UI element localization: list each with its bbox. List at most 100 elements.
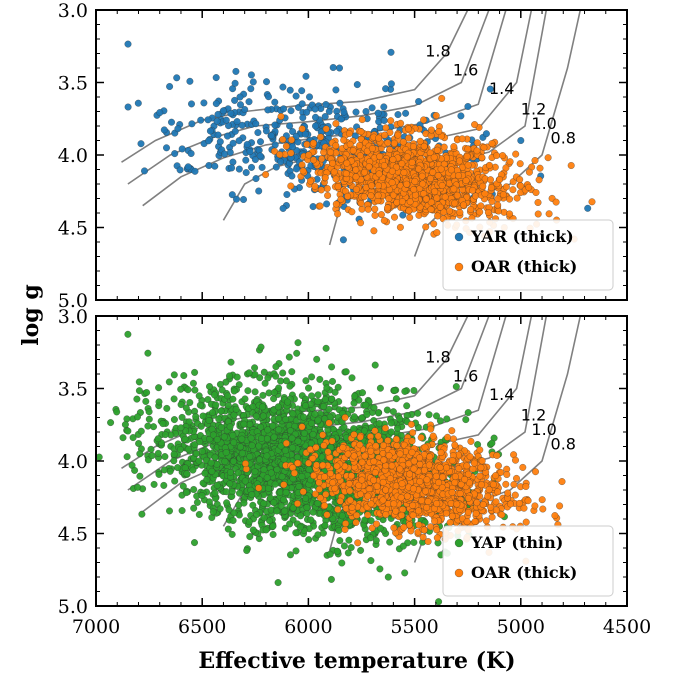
- data-point: [403, 402, 411, 410]
- data-point: [289, 143, 296, 151]
- data-point: [443, 415, 451, 423]
- data-point: [289, 128, 297, 136]
- data-point: [374, 182, 382, 190]
- data-point: [303, 504, 311, 511]
- data-point: [280, 105, 288, 113]
- data-point: [370, 404, 378, 412]
- data-point: [383, 406, 391, 414]
- data-point: [362, 401, 370, 409]
- data-point: [216, 138, 224, 146]
- data-point: [166, 507, 173, 515]
- data-point: [358, 116, 366, 124]
- data-point: [174, 464, 182, 472]
- data-point: [397, 119, 405, 127]
- data-point: [159, 420, 167, 428]
- data-point: [245, 98, 253, 106]
- data-point: [364, 205, 372, 213]
- data-point: [437, 165, 445, 173]
- data-point: [256, 152, 264, 160]
- data-point: [229, 158, 237, 166]
- data-point: [506, 210, 514, 218]
- data-point: [536, 164, 544, 172]
- data-point: [271, 121, 279, 129]
- data-point: [233, 373, 241, 381]
- data-point: [191, 386, 199, 394]
- data-point: [201, 469, 209, 477]
- data-point: [240, 196, 247, 203]
- data-point: [287, 427, 294, 435]
- data-point: [323, 384, 331, 392]
- data-point: [440, 143, 448, 151]
- data-point: [170, 416, 178, 424]
- data-point: [281, 447, 289, 455]
- data-point: [321, 521, 329, 529]
- data-point: [456, 157, 463, 165]
- data-point: [502, 183, 510, 191]
- data-point: [358, 205, 366, 213]
- data-point: [450, 143, 458, 151]
- data-point: [263, 474, 271, 482]
- data-point: [248, 491, 256, 499]
- data-point: [305, 384, 312, 392]
- data-point: [320, 402, 328, 410]
- data-point: [584, 204, 592, 212]
- plot-area: [96, 316, 582, 606]
- data-point: [353, 81, 361, 89]
- data-point: [297, 512, 305, 520]
- data-point: [137, 140, 145, 148]
- data-point: [462, 177, 470, 185]
- y-tick-label: 4.0: [58, 145, 88, 167]
- data-point: [263, 78, 270, 86]
- data-point: [215, 415, 223, 423]
- data-point: [338, 559, 346, 567]
- data-point: [217, 407, 225, 415]
- data-point: [113, 408, 121, 416]
- data-point: [301, 130, 309, 138]
- data-point: [328, 395, 336, 403]
- data-point: [352, 108, 360, 116]
- data-point: [375, 170, 383, 178]
- data-point: [257, 138, 264, 146]
- data-point: [375, 134, 383, 142]
- data-point: [289, 410, 297, 418]
- data-point: [545, 210, 553, 218]
- data-point: [227, 358, 235, 366]
- data-point: [336, 99, 344, 107]
- data-point: [433, 412, 440, 420]
- data-point: [292, 92, 300, 100]
- data-point: [133, 395, 141, 403]
- data-point: [226, 480, 234, 488]
- data-point: [525, 183, 533, 191]
- data-point: [213, 436, 221, 443]
- data-point: [351, 392, 359, 400]
- data-point: [269, 522, 277, 530]
- data-point: [292, 132, 300, 140]
- data-point: [155, 384, 163, 392]
- data-point: [248, 442, 256, 450]
- data-point: [205, 162, 213, 169]
- data-point: [346, 140, 354, 148]
- data-point: [363, 411, 371, 418]
- data-point: [189, 466, 197, 474]
- data-point: [219, 107, 227, 115]
- data-point: [229, 395, 237, 403]
- data-point: [230, 439, 238, 446]
- data-point: [247, 71, 255, 79]
- data-point: [87, 53, 94, 60]
- data-point: [282, 142, 290, 150]
- data-point: [144, 349, 152, 357]
- data-point: [254, 129, 262, 137]
- data-point: [228, 191, 236, 199]
- data-point: [197, 116, 205, 124]
- data-point: [334, 210, 342, 218]
- data-point: [340, 542, 348, 550]
- data-point: [502, 164, 510, 172]
- data-point: [350, 425, 358, 433]
- data-point: [124, 103, 132, 111]
- data-point: [174, 125, 182, 133]
- data-point: [240, 499, 248, 507]
- data-point: [499, 191, 507, 199]
- data-point: [177, 385, 185, 393]
- data-point: [205, 137, 213, 145]
- data-point: [429, 168, 437, 176]
